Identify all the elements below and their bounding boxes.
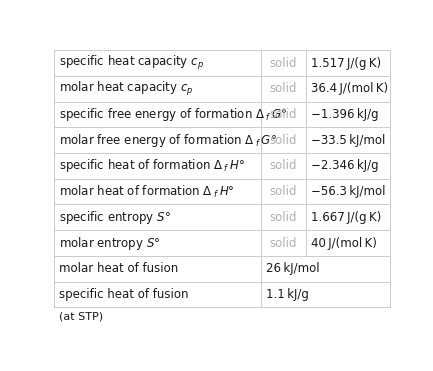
Text: 1.667 J/(g K): 1.667 J/(g K)	[311, 211, 381, 224]
Text: solid: solid	[269, 160, 297, 173]
Text: −33.5 kJ/mol: −33.5 kJ/mol	[311, 134, 385, 147]
Text: 40 J/(mol K): 40 J/(mol K)	[311, 237, 377, 250]
Text: molar heat capacity $c_p$: molar heat capacity $c_p$	[59, 80, 194, 98]
Text: solid: solid	[269, 237, 297, 250]
Text: molar heat of fusion: molar heat of fusion	[59, 262, 178, 275]
Text: −56.3 kJ/mol: −56.3 kJ/mol	[311, 185, 385, 198]
Text: specific heat capacity $c_p$: specific heat capacity $c_p$	[59, 54, 204, 72]
Text: specific heat of formation Δ $_f$ $H$°: specific heat of formation Δ $_f$ $H$°	[59, 157, 246, 174]
Text: specific heat of fusion: specific heat of fusion	[59, 288, 189, 301]
Text: −2.346 kJ/g: −2.346 kJ/g	[311, 160, 378, 173]
Text: −1.396 kJ/g: −1.396 kJ/g	[311, 108, 378, 121]
Text: solid: solid	[269, 211, 297, 224]
Text: 1.517 J/(g K): 1.517 J/(g K)	[311, 57, 381, 70]
Text: molar free energy of formation Δ $_f$ $G$°: molar free energy of formation Δ $_f$ $G…	[59, 132, 277, 149]
Text: 1.1 kJ/g: 1.1 kJ/g	[265, 288, 308, 301]
Text: specific entropy $S$°: specific entropy $S$°	[59, 209, 171, 226]
Text: solid: solid	[269, 185, 297, 198]
Text: solid: solid	[269, 82, 297, 95]
Text: molar heat of formation Δ $_f$ $H$°: molar heat of formation Δ $_f$ $H$°	[59, 184, 235, 200]
Text: 26 kJ/mol: 26 kJ/mol	[265, 262, 319, 275]
Text: solid: solid	[269, 57, 297, 70]
Text: specific free energy of formation Δ $_f$ $G$°: specific free energy of formation Δ $_f$…	[59, 106, 288, 123]
Text: molar entropy $S$°: molar entropy $S$°	[59, 234, 161, 252]
Text: 36.4 J/(mol K): 36.4 J/(mol K)	[311, 82, 388, 95]
Text: (at STP): (at STP)	[59, 312, 103, 322]
Text: solid: solid	[269, 108, 297, 121]
Text: solid: solid	[269, 134, 297, 147]
